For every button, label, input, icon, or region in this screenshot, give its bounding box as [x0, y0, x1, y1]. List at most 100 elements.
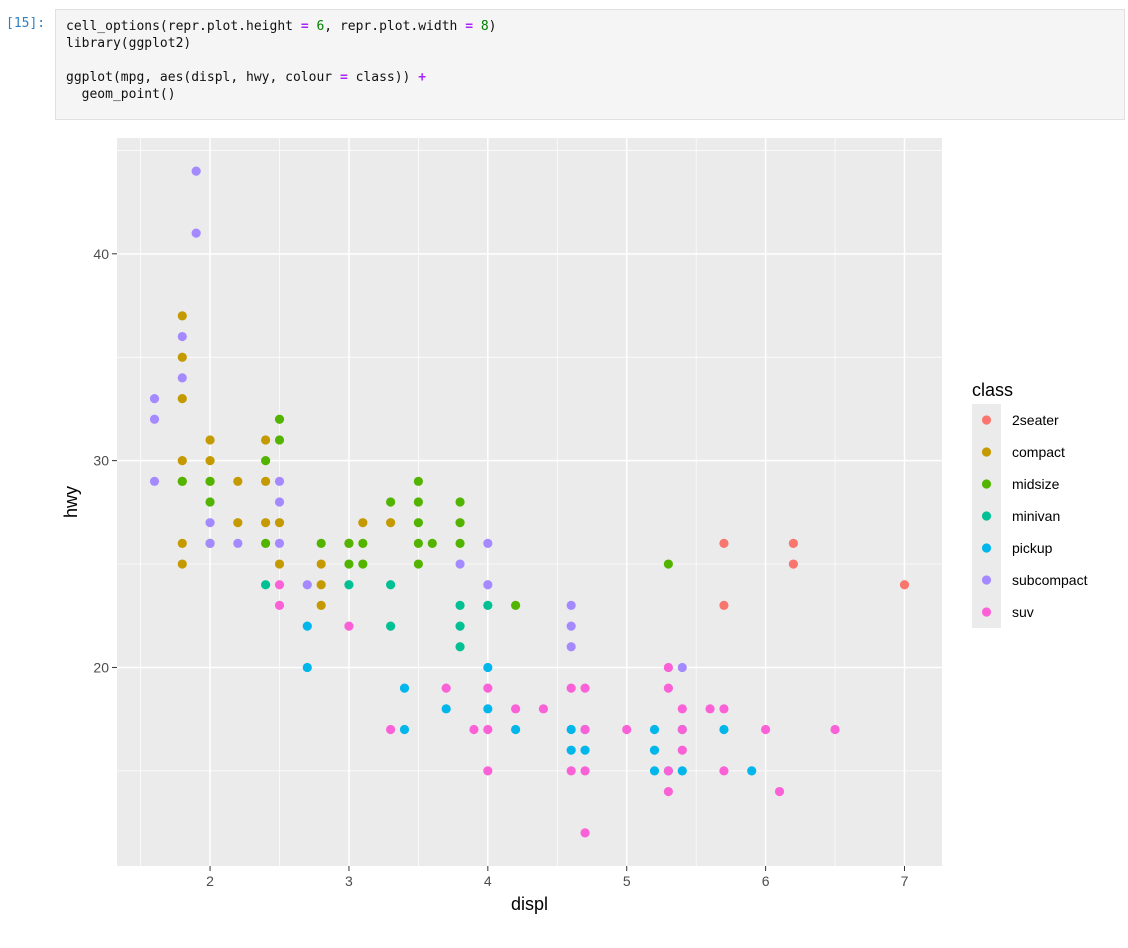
- data-point-suv: [663, 683, 673, 693]
- data-point-compact: [177, 311, 187, 321]
- data-point-suv: [483, 766, 493, 776]
- data-point-pickup: [511, 724, 521, 735]
- data-point-subcompact: [566, 642, 576, 652]
- data-point-pickup: [566, 745, 576, 755]
- data-point-suv: [386, 724, 396, 735]
- data-point-compact: [233, 518, 243, 528]
- data-point-2seater: [788, 538, 798, 548]
- x-axis-label: displ: [511, 894, 548, 914]
- data-point-midsize: [413, 518, 423, 528]
- data-point-subcompact: [274, 476, 285, 486]
- cell-output: 2 3 4 5 6 7 20 30 40 displ hwy class 2seater compact m…: [55, 122, 1125, 948]
- data-point-compact: [261, 435, 271, 445]
- data-point-midsize: [455, 518, 465, 528]
- data-point-minivan: [386, 580, 396, 590]
- data-point-suv: [677, 745, 687, 755]
- data-point-compact: [205, 435, 215, 445]
- code-editor[interactable]: cell_options(repr.plot.height = 6, repr.…: [56, 10, 1124, 111]
- data-point-pickup: [677, 766, 687, 776]
- data-point-midsize: [358, 538, 368, 548]
- data-point-midsize: [413, 497, 423, 507]
- legend-key-subcompact: [981, 575, 992, 585]
- data-point-midsize: [358, 559, 368, 569]
- data-point-pickup: [302, 662, 312, 673]
- data-point-suv: [622, 724, 632, 735]
- data-point-pickup: [747, 766, 757, 776]
- data-point-pickup: [649, 724, 660, 735]
- legend-key-pickup: [981, 543, 992, 553]
- data-point-midsize: [413, 538, 423, 548]
- data-point-midsize: [427, 538, 437, 548]
- x-tick-label: 2: [206, 873, 214, 889]
- data-point-subcompact: [483, 580, 493, 590]
- data-point-2seater: [899, 580, 910, 590]
- data-point-subcompact: [149, 476, 160, 486]
- data-point-subcompact: [274, 538, 285, 548]
- data-point-suv: [344, 621, 354, 631]
- data-point-suv: [566, 766, 576, 776]
- data-point-minivan: [386, 621, 396, 631]
- grid-lines: [117, 138, 942, 866]
- data-point-suv: [663, 662, 673, 673]
- data-point-compact: [177, 559, 187, 569]
- legend-key-midsize: [981, 479, 992, 489]
- data-point-minivan: [455, 621, 465, 631]
- data-point-compact: [261, 518, 271, 528]
- data-point-suv: [580, 828, 590, 838]
- data-point-suv: [774, 786, 785, 797]
- data-point-suv: [663, 786, 673, 797]
- y-tick-label: 20: [93, 659, 109, 675]
- data-point-midsize: [205, 476, 215, 486]
- data-point-suv: [761, 724, 771, 735]
- data-point-suv: [663, 766, 673, 776]
- data-point-suv: [677, 724, 687, 735]
- data-point-subcompact: [191, 166, 201, 176]
- data-point-midsize: [261, 456, 271, 466]
- code-line-5: geom_point(): [66, 87, 176, 102]
- data-point-compact: [316, 559, 326, 569]
- data-point-midsize: [511, 600, 521, 611]
- data-point-subcompact: [177, 373, 187, 383]
- data-point-midsize: [386, 497, 396, 507]
- data-point-subcompact: [677, 662, 687, 673]
- data-point-subcompact: [483, 538, 493, 548]
- data-point-midsize: [344, 559, 354, 569]
- data-point-pickup: [483, 662, 493, 673]
- data-point-minivan: [261, 580, 271, 590]
- data-point-suv: [580, 766, 590, 776]
- data-point-compact: [358, 518, 368, 528]
- data-point-compact: [316, 600, 326, 611]
- data-point-midsize: [413, 559, 423, 569]
- data-point-midsize: [261, 538, 271, 548]
- data-point-suv: [566, 683, 576, 693]
- data-point-compact: [177, 393, 187, 404]
- data-point-pickup: [649, 745, 660, 755]
- legend-label-subcompact: subcompact: [1012, 572, 1088, 588]
- legend-key-suv: [981, 607, 992, 617]
- data-point-2seater: [788, 559, 798, 569]
- legend-label-2seater: 2seater: [1012, 412, 1059, 428]
- data-point-subcompact: [191, 228, 201, 238]
- data-point-midsize: [413, 476, 423, 486]
- data-point-compact: [274, 518, 285, 528]
- cell-prompt: [15]:: [6, 16, 46, 31]
- data-point-midsize: [455, 538, 465, 548]
- data-point-midsize: [663, 559, 673, 569]
- data-point-midsize: [344, 538, 354, 548]
- data-point-suv: [274, 580, 285, 590]
- scatter-plot: 2 3 4 5 6 7 20 30 40 displ hwy class 2seater compact m…: [61, 138, 1088, 914]
- data-point-2seater: [719, 538, 729, 548]
- legend-label-compact: compact: [1012, 444, 1065, 460]
- data-point-minivan: [455, 642, 465, 652]
- data-point-pickup: [649, 766, 660, 776]
- data-point-midsize: [274, 414, 285, 424]
- data-point-2seater: [719, 600, 729, 611]
- legend-key-minivan: [981, 511, 992, 521]
- data-point-suv: [469, 724, 479, 735]
- data-point-compact: [316, 580, 326, 590]
- data-point-subcompact: [566, 621, 576, 631]
- data-point-pickup: [719, 724, 729, 735]
- code-cell-input[interactable]: cell_options(repr.plot.height = 6, repr.…: [55, 9, 1125, 120]
- legend-key-compact: [981, 447, 992, 457]
- y-tick-label: 30: [93, 453, 109, 469]
